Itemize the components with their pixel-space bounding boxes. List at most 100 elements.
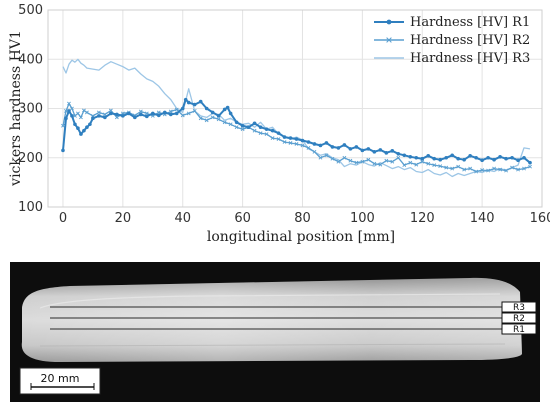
series-hardness-hv-r2-point — [288, 141, 293, 145]
series-hardness-hv-r1-point — [79, 132, 83, 136]
series-hardness-hv-r1-point — [456, 156, 460, 161]
series-hardness-hv-r1-point — [88, 122, 92, 127]
series-hardness-hv-r2-point — [102, 112, 107, 117]
legend-hardness-hv-r2: Hardness [HV] R2 — [374, 33, 530, 48]
series-hardness-hv-r1-point — [444, 155, 448, 160]
series-hardness-hv-r2-point — [480, 168, 485, 172]
series-hardness-hv-r1-point — [73, 122, 77, 127]
series-hardness-hv-r1-point — [109, 111, 113, 116]
series-hardness-hv-r1-point — [426, 153, 431, 158]
legend-hardness-hv-r2-marker — [386, 37, 392, 43]
series-hardness-hv-r1-point — [70, 114, 74, 118]
series-hardness-hv-r2-point — [114, 115, 119, 120]
series-hardness-hv-r2-point — [252, 128, 257, 133]
series-hardness-hv-r1-point — [103, 115, 107, 120]
series-hardness-hv-r1-point — [252, 121, 257, 126]
series-hardness-hv-r1-point — [76, 126, 80, 130]
series-hardness-hv-r1-point — [396, 152, 401, 156]
series-hardness-hv-r1-point — [115, 112, 119, 117]
series-hardness-hv-r2-point — [342, 155, 347, 160]
series-hardness-hv-r1-point — [474, 155, 478, 160]
series-hardness-hv-r1-point — [450, 153, 454, 158]
series-hardness-hv-r1-point — [240, 123, 245, 128]
series-hardness-hv-r1-point — [288, 136, 293, 140]
series-hardness-hv-r2-point — [282, 140, 287, 144]
series-hardness-hv-r1-point — [516, 158, 520, 163]
series-hardness-hv-r2-point — [372, 161, 377, 166]
series-hardness-hv-r1-point — [468, 153, 472, 158]
row-label-r1: R1 — [501, 323, 537, 335]
series-hardness-hv-r2-point — [510, 165, 514, 170]
series-hardness-hv-r1-point — [246, 125, 251, 130]
series-hardness-hv-r2-point — [498, 167, 503, 172]
series-hardness-hv-r2-point — [444, 165, 449, 170]
legend-hardness-hv-r3-label: Hardness [HV] R3 — [410, 51, 530, 66]
series-hardness-hv-r1-point — [258, 125, 263, 130]
x-tick-label: 60 — [234, 211, 251, 226]
series-hardness-hv-r1-point — [312, 142, 317, 146]
series-hardness-hv-r2-point — [348, 158, 353, 163]
series-hardness-hv-r2-point — [300, 143, 305, 148]
series-hardness-hv-r1-point — [222, 107, 227, 112]
series-hardness-hv-r1-point — [324, 141, 329, 145]
series-hardness-hv-r1-point — [282, 135, 287, 139]
legend-hardness-hv-r1-marker — [386, 19, 392, 25]
series-hardness-hv-r2-point — [462, 167, 467, 172]
series-hardness-hv-r2-point — [96, 110, 101, 115]
series-hardness-hv-r2-point — [384, 158, 389, 163]
y-tick-label: 200 — [18, 151, 43, 166]
legend-hardness-hv-r1: Hardness [HV] R1 — [374, 15, 530, 30]
series-hardness-hv-r2-point — [180, 113, 185, 118]
series-hardness-hv-r2-point — [318, 155, 323, 160]
series-hardness-hv-r2-point — [468, 166, 473, 171]
series-hardness-hv-r1-point — [270, 128, 275, 133]
series-hardness-hv-r2-point — [432, 163, 437, 168]
series-hardness-hv-r2-point — [330, 156, 335, 161]
series-hardness-hv-r1-point — [210, 110, 215, 115]
series-hardness-hv-r2-point — [378, 162, 383, 167]
series-hardness-hv-r2-point — [222, 120, 227, 125]
series-hardness-hv-r1-point — [486, 155, 490, 160]
series-hardness-hv-r1-point — [150, 111, 155, 116]
series-hardness-hv-r2-point — [402, 163, 407, 168]
series-hardness-hv-r1-point — [360, 148, 365, 153]
y-tick-label: 500 — [18, 3, 43, 18]
x-tick-label: 120 — [410, 211, 435, 226]
series-hardness-hv-r1-point — [504, 156, 508, 161]
series-hardness-hv-r1-point — [121, 114, 125, 118]
legend-hardness-hv-r2-label: Hardness [HV] R2 — [410, 33, 530, 48]
series-hardness-hv-r1-point — [192, 102, 197, 107]
series-hardness-hv-r1-point — [342, 143, 347, 147]
series-hardness-hv-r2-point — [276, 137, 281, 141]
series-hardness-hv-r2-point — [264, 132, 269, 137]
series-hardness-hv-r2-point — [354, 160, 359, 165]
series-hardness-hv-r1-point — [300, 138, 305, 143]
series-hardness-hv-r2-point — [61, 123, 65, 128]
series-hardness-hv-r2-point — [76, 111, 80, 116]
x-axis-label: longitudinal position [mm] — [207, 229, 395, 245]
series-hardness-hv-r1-point — [264, 127, 269, 131]
svg-text:R2: R2 — [513, 314, 525, 324]
series-hardness-hv-r1-point — [61, 148, 65, 153]
series-hardness-hv-r2-point — [138, 109, 143, 114]
series-hardness-hv-r1-point — [216, 114, 221, 118]
series-hardness-hv-r2-point — [258, 131, 263, 136]
series-hardness-hv-r2-point — [228, 122, 233, 127]
series-hardness-hv-r1-point — [91, 116, 95, 121]
y-tick-label: 400 — [18, 52, 43, 67]
series-hardness-hv-r1-point — [480, 158, 484, 163]
series-hardness-hv-r1-point — [498, 154, 502, 159]
series-hardness-hv-r1-point — [366, 147, 371, 151]
series-hardness-hv-r2-point — [108, 108, 113, 113]
series-hardness-hv-r1-point — [180, 106, 185, 111]
series-hardness-hv-r1-point — [183, 97, 188, 102]
legend-hardness-hv-r3: Hardness [HV] R3 — [374, 51, 530, 66]
x-tick-label: 100 — [350, 211, 375, 226]
hardness-chart: 0 20 40 60 80 100 120 140 160 100 200 300 400 500 lon… — [8, 3, 550, 245]
legend-hardness-hv-r1-label: Hardness [HV] R1 — [410, 15, 530, 30]
series-hardness-hv-r2-point — [414, 162, 419, 167]
series-hardness-hv-r1-point — [354, 145, 359, 149]
series-hardness-hv-r2-point — [67, 101, 71, 106]
series-hardness-hv-r2-point — [306, 145, 311, 150]
